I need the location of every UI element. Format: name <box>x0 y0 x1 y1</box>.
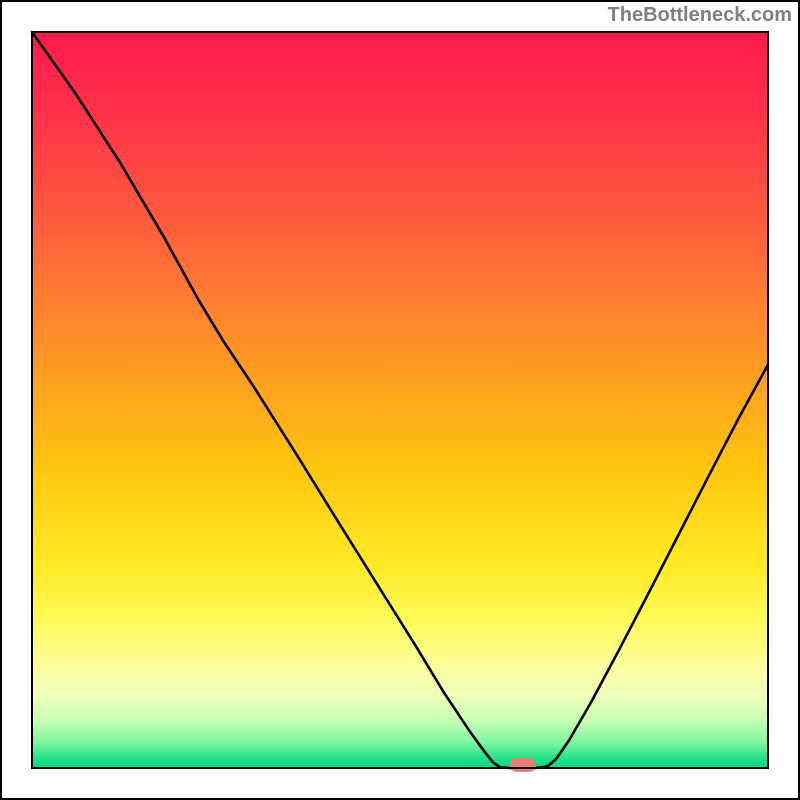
watermark-text: TheBottleneck.com <box>608 4 792 27</box>
chart-svg <box>0 0 800 800</box>
optimal-point-marker <box>510 758 536 772</box>
gradient-background <box>32 32 768 768</box>
bottleneck-chart: TheBottleneck.com <box>0 0 800 800</box>
